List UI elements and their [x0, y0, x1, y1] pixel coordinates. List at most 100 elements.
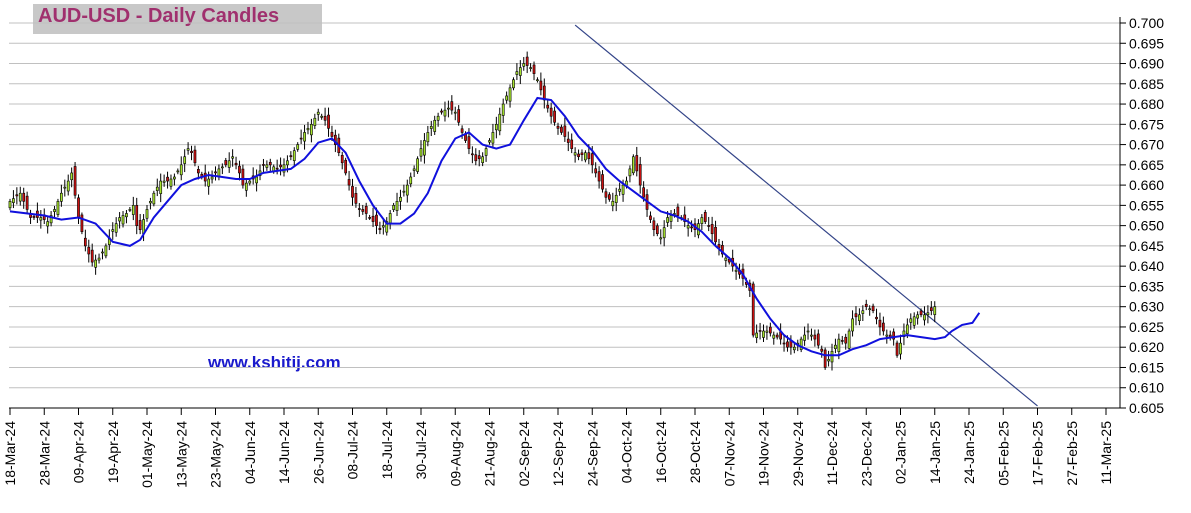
candle-body	[368, 217, 371, 219]
candle-body	[443, 109, 447, 117]
candle-body	[268, 161, 272, 166]
candle-body	[18, 192, 22, 202]
candle-body	[919, 310, 923, 316]
candle-body	[666, 217, 669, 223]
candle-body	[584, 152, 587, 161]
x-tick-label: 04-Oct-24	[619, 421, 635, 483]
candle-body	[313, 117, 317, 126]
candle-body	[152, 192, 156, 205]
candle-body	[799, 338, 803, 350]
candle-body	[8, 201, 12, 209]
y-tick-label: 0.670	[1129, 137, 1164, 153]
candles-layer	[8, 51, 937, 371]
candle-body	[423, 140, 426, 156]
moving-average-layer	[9, 96, 981, 357]
candle-body	[447, 107, 450, 110]
candle-body	[577, 153, 580, 158]
chart-title: AUD-USD - Daily Candles	[38, 5, 280, 27]
candle-body	[244, 182, 248, 191]
candle-body	[532, 64, 536, 74]
candle-body	[508, 87, 512, 102]
candle-body	[611, 201, 615, 207]
x-tick-label: 16-Oct-24	[653, 421, 669, 483]
y-tick-label: 0.640	[1129, 258, 1164, 274]
candle-body	[303, 132, 306, 142]
candle-body	[56, 201, 60, 215]
candle-body	[224, 160, 228, 166]
candle-body	[549, 107, 553, 117]
candle-body	[580, 152, 584, 156]
candle-body	[214, 171, 217, 174]
x-tick-label: 14-Jun-24	[276, 421, 292, 484]
candle-body	[649, 215, 652, 220]
x-tick-label: 27-Feb-25	[1064, 421, 1080, 486]
candle-body	[135, 205, 139, 226]
candle-body	[416, 158, 419, 172]
candle-body	[94, 259, 97, 268]
candle-body	[190, 150, 193, 153]
candle-body	[145, 209, 149, 219]
candle-body	[354, 193, 358, 204]
candle-body	[714, 226, 717, 243]
candle-body	[83, 237, 87, 247]
candle-body	[491, 132, 495, 144]
candle-body	[929, 307, 933, 312]
candle-body	[539, 80, 543, 91]
candle-body	[683, 214, 687, 222]
candle-body	[299, 137, 303, 140]
candle-body	[481, 156, 485, 163]
candle-body	[847, 330, 851, 349]
candle-body	[162, 180, 166, 183]
candle-body	[858, 314, 861, 322]
x-tick-label: 23-May-24	[208, 421, 224, 488]
x-tick-label: 09-Apr-24	[71, 421, 87, 483]
candle-body	[885, 334, 889, 337]
candle-body	[515, 71, 519, 75]
candle-body	[316, 111, 320, 115]
x-tick-label: 01-May-24	[139, 421, 155, 488]
y-tick-label: 0.690	[1129, 56, 1164, 72]
candle-body	[46, 221, 50, 227]
candle-body	[768, 326, 772, 334]
candle-body	[570, 139, 574, 149]
candle-body	[357, 208, 361, 210]
candle-body	[762, 330, 765, 338]
candle-body	[159, 180, 163, 194]
x-tick-label: 09-Aug-24	[447, 421, 463, 487]
candle-body	[60, 192, 63, 202]
candle-body	[601, 174, 604, 190]
x-tick-labels: 18-Mar-24 28-Mar-24 09-Apr-24 19-Apr-24 01-M…	[2, 421, 1114, 488]
candle-body	[344, 159, 348, 174]
candle-body	[49, 215, 53, 224]
candle-body	[149, 201, 152, 204]
candle-body	[296, 144, 300, 150]
candle-body	[652, 220, 656, 230]
candle-body	[724, 257, 728, 261]
candle-body	[618, 188, 622, 192]
moving-average-line	[9, 96, 981, 357]
candle-body	[905, 324, 909, 334]
x-tick-label: 02-Jan-25	[893, 421, 909, 484]
y-tick-label: 0.625	[1129, 319, 1164, 335]
candle-body	[669, 215, 673, 222]
x-tick-label: 18-Mar-24	[2, 421, 18, 486]
candle-body	[501, 103, 505, 116]
candle-body	[327, 114, 330, 129]
candle-body	[310, 124, 313, 136]
candle-body	[128, 209, 132, 211]
candle-body	[433, 119, 437, 132]
candle-body	[12, 198, 15, 203]
y-tick-label: 0.650	[1129, 218, 1164, 234]
trendline	[574, 24, 1038, 407]
candle-body	[286, 160, 289, 166]
candle-body	[347, 179, 351, 186]
candle-body	[227, 160, 231, 168]
title-background	[33, 4, 322, 34]
candle-body	[734, 269, 738, 272]
y-tick-label: 0.635	[1129, 278, 1164, 294]
candle-body	[594, 168, 598, 174]
candle-body	[121, 215, 125, 225]
candle-body	[210, 176, 214, 180]
candle-body	[912, 316, 916, 326]
candle-body	[488, 140, 491, 143]
